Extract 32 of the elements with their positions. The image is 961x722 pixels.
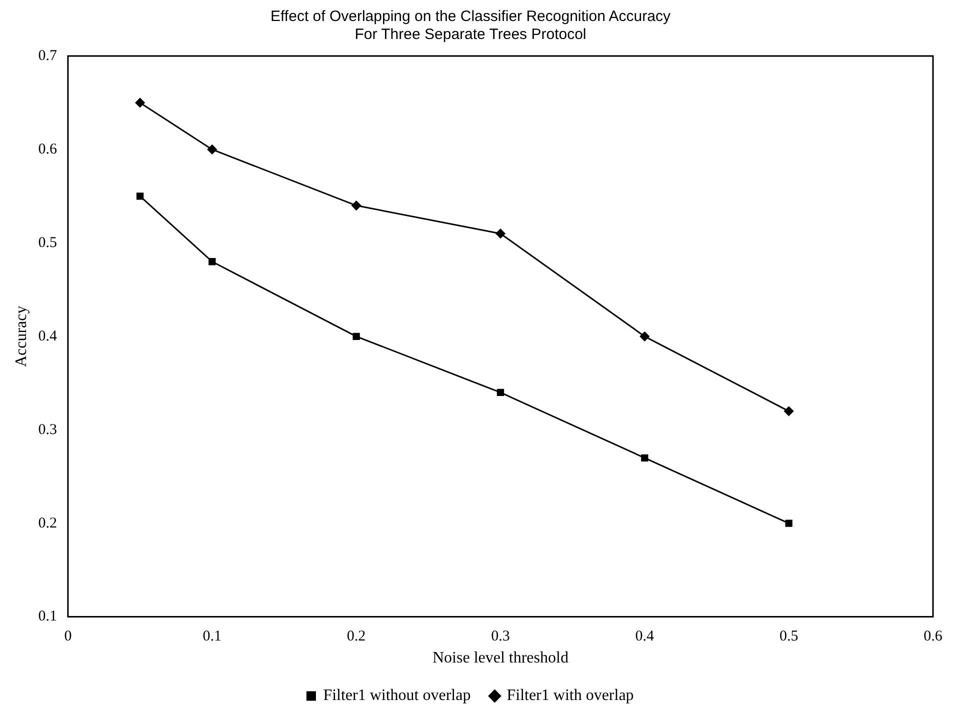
x-tick-label: 0 <box>64 628 72 645</box>
x-tick-label: 0.4 <box>635 628 655 645</box>
text: Effect of Overlapping on the Classifier Recognition Accuracy <box>270 8 670 26</box>
legend-label: Filter1 without overlap <box>323 687 471 704</box>
y-tick-label: 0.2 <box>38 515 57 532</box>
point <box>207 144 217 154</box>
y-tick-label: 0.7 <box>38 48 58 64</box>
x-tick-label: 0.5 <box>779 628 798 645</box>
x-tick-label: 0.2 <box>346 628 366 645</box>
point <box>208 258 216 266</box>
point <box>496 228 506 238</box>
point <box>784 406 794 416</box>
x-tick-label: 0.6 <box>924 628 943 645</box>
point <box>785 520 792 527</box>
point <box>352 200 362 210</box>
x-axis-title: Noise level threshold <box>432 650 568 667</box>
y-tick-label: 0.6 <box>38 141 58 158</box>
point <box>641 454 648 462</box>
y-tick-label: 0.4 <box>38 328 58 344</box>
text: For Three Separate Trees Protocol <box>354 26 586 44</box>
y-tick-label: 0.1 <box>38 608 57 625</box>
y-tick-label: 0.5 <box>38 234 57 251</box>
point <box>352 332 360 340</box>
point <box>496 388 504 396</box>
y-tick-label: 0.3 <box>38 422 57 438</box>
point <box>136 192 144 200</box>
x-tick-label: 0.3 <box>491 628 510 645</box>
x-tick-label: 0.1 <box>202 628 222 645</box>
legend-label: Filter1 with overlap <box>506 687 634 704</box>
y-axis-title: Accuracy <box>12 306 30 368</box>
point <box>640 332 650 342</box>
point <box>135 98 145 108</box>
